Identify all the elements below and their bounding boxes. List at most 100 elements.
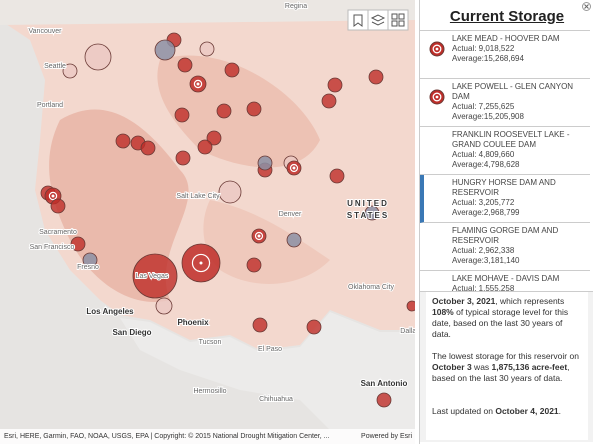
city-label: Seattle: [44, 63, 66, 70]
reservoir-item[interactable]: LAKE MOHAVE - DAVIS DAM Actual: 1,555,258…: [420, 271, 590, 291]
reservoir-marker[interactable]: [177, 57, 193, 73]
marker-dot: [196, 82, 200, 86]
reservoir-name: FLAMING GORGE DAM AND RESERVOIR: [452, 226, 559, 245]
reservoir-marker[interactable]: [115, 133, 131, 149]
reservoir-marker[interactable]: [286, 232, 302, 248]
city-label: Tucson: [199, 339, 222, 346]
bookmark-button[interactable]: [347, 9, 369, 31]
bold-text: October 3, 2021: [432, 296, 496, 306]
reservoir-actual: Actual: 1,555,258: [452, 284, 515, 291]
reservoir-average: Average:2,968,799: [452, 208, 520, 217]
reservoir-marker[interactable]: [206, 130, 222, 146]
city-label: Chihuahua: [259, 396, 293, 403]
map: Regina Vancouver Seattle Portland Sacramento…: [0, 0, 415, 444]
reservoir-marker[interactable]: [327, 77, 343, 93]
reservoir-item[interactable]: FLAMING GORGE DAM AND RESERVOIR Actual: 2…: [420, 223, 590, 271]
reservoir-marker[interactable]: [406, 300, 415, 312]
city-label: Dallas: [400, 328, 415, 335]
basemap-button[interactable]: [387, 9, 409, 31]
city-label: Salt Lake City: [176, 193, 220, 200]
bold-text: 108%: [432, 307, 454, 317]
reservoir-marker[interactable]: [368, 69, 384, 85]
marker-dot: [51, 194, 55, 198]
land-mexico: [120, 312, 415, 430]
reservoir-marker[interactable]: [84, 43, 112, 71]
text: , based on the last 30 years of data.: [432, 362, 570, 383]
city-label: Denver: [279, 211, 302, 218]
marker-dot: [199, 261, 203, 265]
basemap-icon: [391, 13, 405, 27]
reservoir-marker[interactable]: [306, 319, 322, 335]
reservoir-marker[interactable]: [376, 392, 392, 408]
city-label: Phoenix: [177, 318, 209, 327]
reservoir-marker[interactable]: [218, 180, 242, 204]
city-label: Regina: [285, 3, 307, 10]
reservoir-marker[interactable]: [364, 205, 380, 221]
reservoir-actual: Actual: 7,255,625: [452, 102, 515, 111]
layers-icon: [370, 14, 386, 26]
city-label: El Paso: [258, 346, 282, 353]
city-label: Hermosillo: [193, 388, 226, 395]
city-label: UNITED: [347, 199, 389, 208]
bold-text: October 4, 2021: [495, 406, 559, 416]
city-label: STATES: [347, 211, 389, 220]
text: of typical storage level for this date, …: [432, 307, 569, 339]
reservoir-name: LAKE POWELL - GLEN CANYON DAM: [452, 82, 574, 101]
reservoir-average: Average:15,205,908: [452, 112, 524, 121]
reservoir-marker[interactable]: [246, 101, 262, 117]
reservoir-item[interactable]: FRANKLIN ROOSEVELT LAKE - GRAND COULEE D…: [420, 127, 590, 175]
bold-text: 1,875,136 acre-feet: [491, 362, 568, 372]
city-label: Oklahoma City: [348, 284, 394, 291]
reservoir-marker[interactable]: [257, 155, 273, 171]
reservoir-item[interactable]: HUNGRY HORSE DAM AND RESERVOIR Actual: 3,…: [420, 175, 590, 223]
city-label: San Francisco: [30, 244, 75, 251]
paragraph: The lowest storage for this reservoir on…: [432, 351, 582, 384]
city-label: Los Angeles: [86, 307, 134, 316]
reservoir-marker[interactable]: [62, 63, 78, 79]
city-label: Portland: [37, 102, 63, 109]
reservoir-marker[interactable]: [140, 140, 156, 156]
marker-ring: [254, 231, 264, 241]
attribution-text: Esri, HERE, Garmin, FAO, NOAA, USGS, EPA…: [4, 433, 330, 440]
reservoir-marker[interactable]: [199, 41, 215, 57]
reservoir-marker[interactable]: [321, 93, 337, 109]
marker-dot: [292, 166, 296, 170]
land-canada: [0, 0, 415, 25]
reservoir-marker[interactable]: [252, 317, 268, 333]
reservoir-actual: Actual: 4,809,660: [452, 150, 515, 159]
details-panel: October 3, 2021, which represents 108% o…: [420, 291, 593, 442]
reservoir-marker[interactable]: [216, 103, 232, 119]
reservoir-item[interactable]: LAKE MEAD - HOOVER DAM Actual: 9,018,522 A…: [420, 31, 590, 79]
marker-dot: [257, 234, 261, 238]
reservoir-marker[interactable]: [329, 168, 345, 184]
reservoir-marker[interactable]: [224, 62, 240, 78]
powered-by[interactable]: Powered by Esri: [361, 433, 412, 440]
text: Last updated on: [432, 406, 496, 416]
paragraph: Last updated on October 4, 2021.: [432, 406, 582, 417]
city-label: San Antonio: [361, 379, 408, 388]
reservoir-marker[interactable]: [155, 297, 173, 315]
reservoir-marker[interactable]: [82, 252, 98, 268]
reservoir-marker[interactable]: [70, 236, 86, 252]
attribution: Esri, HERE, Garmin, FAO, NOAA, USGS, EPA…: [0, 429, 415, 444]
reservoir-item[interactable]: LAKE POWELL - GLEN CANYON DAM Actual: 7,2…: [420, 79, 590, 127]
close-button[interactable]: [582, 2, 591, 11]
reservoir-marker[interactable]: [50, 198, 66, 214]
reservoir-marker[interactable]: [175, 150, 191, 166]
reservoir-marker[interactable]: [132, 253, 178, 299]
reservoir-average: Average:3,181,140: [452, 256, 520, 265]
reservoir-average: Average:15,268,694: [452, 54, 524, 63]
reservoir-marker[interactable]: [174, 107, 190, 123]
reservoir-icon: [429, 41, 445, 57]
reservoir-marker[interactable]: [154, 39, 176, 61]
reservoir-marker[interactable]: [246, 257, 262, 273]
drought-area: [203, 200, 330, 284]
marker-ring: [191, 253, 211, 273]
marker-ring: [48, 191, 58, 201]
toolbar: [347, 9, 409, 31]
reservoir-icon: [429, 89, 445, 105]
reservoir-average: Average:4,798,628: [452, 160, 520, 169]
reservoir-marker[interactable]: [197, 139, 213, 155]
layers-button[interactable]: [367, 9, 389, 31]
bookmark-icon: [353, 14, 363, 27]
